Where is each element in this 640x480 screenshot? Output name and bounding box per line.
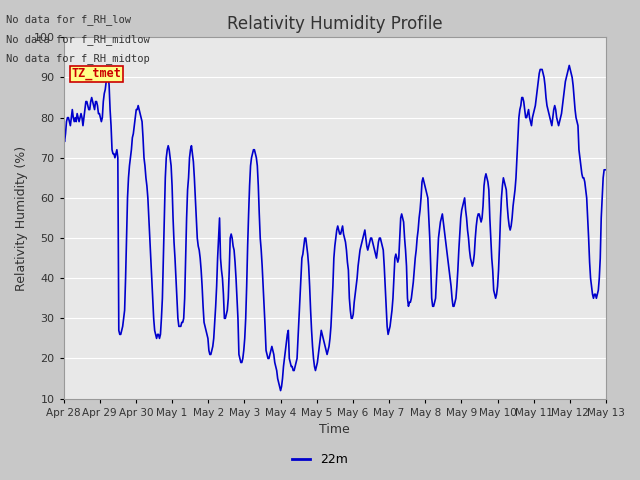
Title: Relativity Humidity Profile: Relativity Humidity Profile bbox=[227, 15, 443, 33]
Legend: 22m: 22m bbox=[287, 448, 353, 471]
X-axis label: Time: Time bbox=[319, 423, 350, 436]
Text: No data for f_RH_midlow: No data for f_RH_midlow bbox=[6, 34, 150, 45]
Text: No data for f_RH_low: No data for f_RH_low bbox=[6, 14, 131, 25]
Text: No data for f_RH_midtop: No data for f_RH_midtop bbox=[6, 53, 150, 64]
Text: TZ_tmet: TZ_tmet bbox=[72, 67, 122, 80]
Y-axis label: Relativity Humidity (%): Relativity Humidity (%) bbox=[15, 145, 28, 290]
